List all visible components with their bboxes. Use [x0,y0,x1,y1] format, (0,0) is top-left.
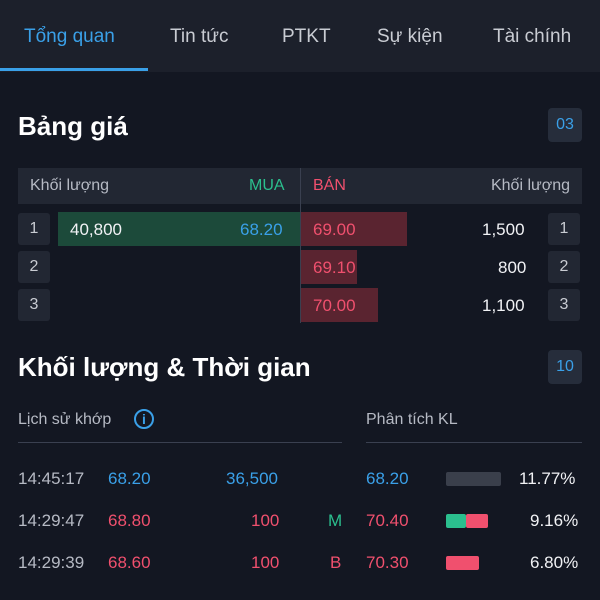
analysis-percent: 6.80% [530,553,579,572]
analysis-price: 68.20 [366,469,409,488]
info-icon[interactable]: i [134,409,154,429]
volume-share-bar-sell [466,514,488,528]
volume-share-bar-buy [446,514,466,528]
buy-depth-bar [58,212,300,246]
trade-volume: 100 [251,553,280,572]
analysis-divider [366,442,582,443]
tab-bar: Tổng quan Tin tức PTKT Sự kiện Tài chính [0,0,600,72]
trade-volume: 36,500 [226,469,278,488]
sell-level-index: 3 [548,289,580,321]
sell-depth-bar [301,212,407,246]
trade-side: M [328,511,343,530]
buy-level-index: 3 [18,289,50,321]
trade-time: 14:29:47 [18,511,85,530]
trade-price: 68.60 [108,553,151,572]
trade-price: 68.80 [108,511,151,530]
volume-share-bar-sell [446,556,479,570]
buy-level-index: 1 [18,213,50,245]
analysis-price: 70.30 [366,553,409,572]
sell-price[interactable]: 69.00 [313,220,356,239]
trade-price: 68.20 [108,469,151,488]
sell-header: BÁN [313,177,346,194]
tab-overview[interactable]: Tổng quan [24,26,115,47]
sell-volume-header: Khối lượng [490,177,570,194]
volume-time-title: Khối lượng & Thời gian [18,352,311,382]
buy-price[interactable]: 68.20 [240,220,283,239]
analysis-price: 70.40 [366,511,409,530]
history-divider [18,442,342,443]
match-history-label: Lịch sử khớp [18,411,112,428]
sell-volume: 1,500 [482,220,525,239]
volume-time-badge[interactable]: 10 [548,350,582,384]
buy-level-index: 2 [18,251,50,283]
tab-events[interactable]: Sự kiện [377,26,443,47]
buy-volume-header: Khối lượng [30,177,110,194]
volume-analysis-label: Phân tích KL [366,411,458,428]
analysis-percent: 11.77% [519,469,576,488]
trade-side: B [330,553,342,572]
tab-finance[interactable]: Tài chính [493,26,572,47]
buy-volume: 40,800 [70,220,122,239]
trade-time: 14:45:17 [18,469,85,488]
sell-volume: 800 [498,258,527,277]
order-book-divider [300,168,301,323]
volume-share-bar [446,472,501,486]
sell-price[interactable]: 69.10 [313,258,356,277]
trade-volume: 100 [251,511,280,530]
price-board-badge[interactable]: 03 [548,108,582,142]
analysis-percent: 9.16% [530,511,579,530]
sell-depth-bar [301,250,357,284]
sell-volume: 1,100 [482,296,525,315]
trade-time: 14:29:39 [18,553,85,572]
sell-depth-bar [301,288,378,322]
buy-header: MUA [249,177,285,194]
tab-news[interactable]: Tin tức [170,26,229,47]
sell-level-index: 2 [548,251,580,283]
sell-level-index: 1 [548,213,580,245]
active-tab-indicator [0,68,148,71]
tab-technical[interactable]: PTKT [282,26,331,47]
sell-price[interactable]: 70.00 [313,296,356,315]
price-board-title: Bảng giá [18,111,128,141]
